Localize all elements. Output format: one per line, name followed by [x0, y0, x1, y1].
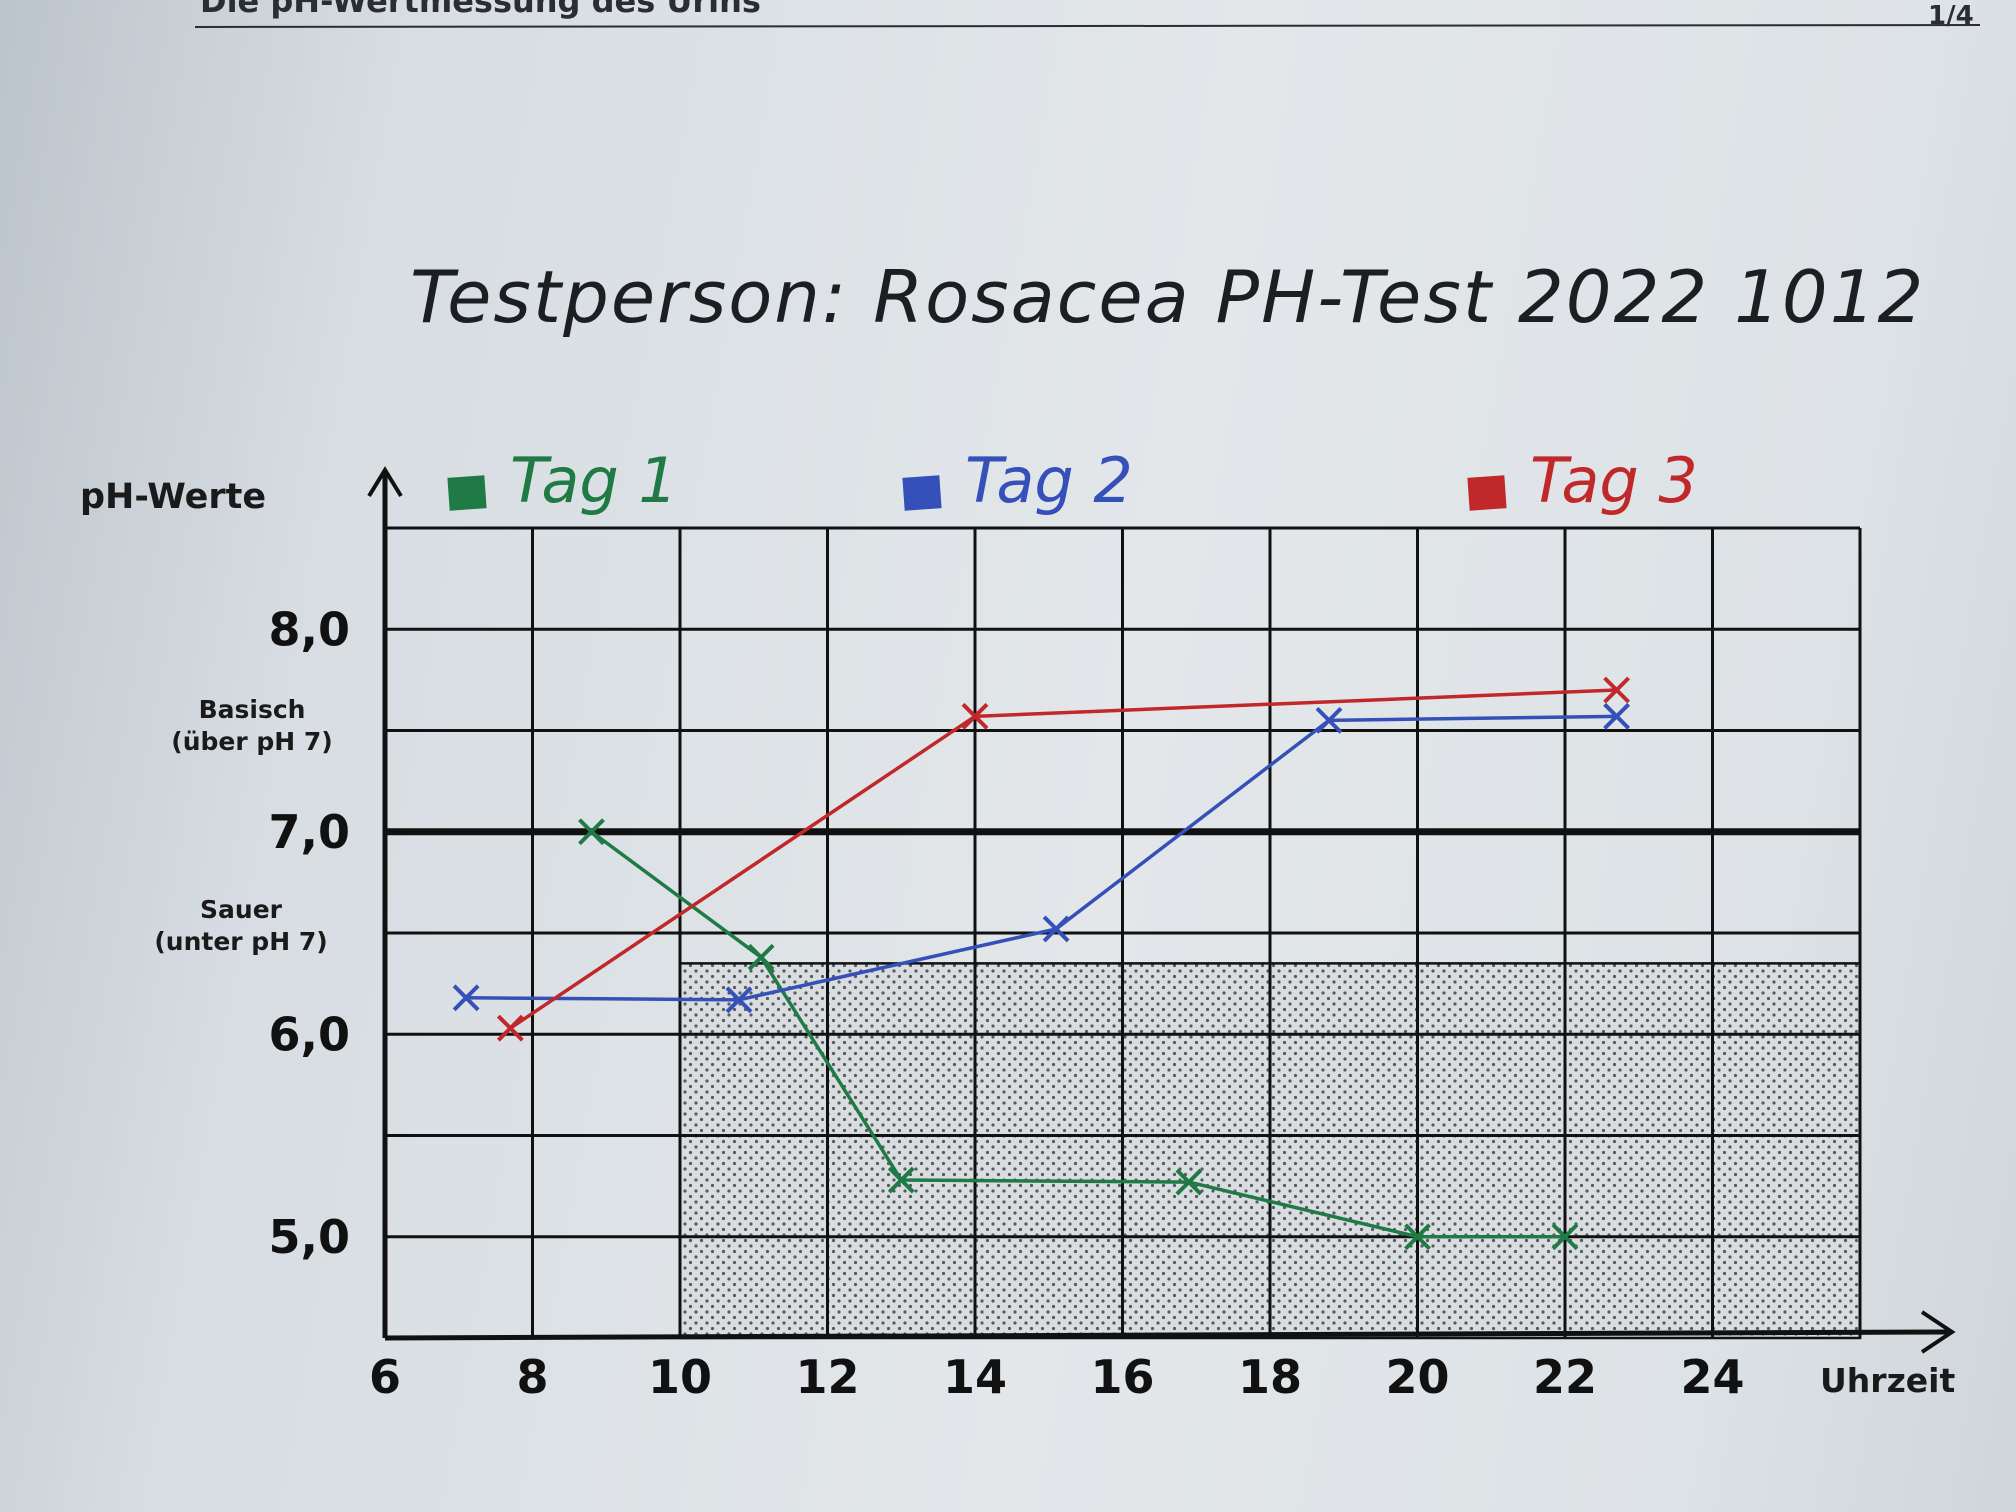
- point-mark-b: [725, 986, 753, 1014]
- data-point: [1315, 706, 1343, 734]
- data-point: [1175, 1168, 1203, 1196]
- y-tick-label: 5,0: [269, 1210, 351, 1264]
- series-line: [496, 676, 1631, 1042]
- x-tick-label: 24: [1680, 1350, 1744, 1404]
- x-axis-line: [384, 1329, 1949, 1341]
- y-axis-label: pH-Werte: [80, 477, 266, 517]
- legend-label: Tag 2: [965, 444, 1133, 517]
- series-path: [590, 830, 1565, 1239]
- grid: [385, 526, 1862, 1338]
- annotation-basisch-1: Basisch: [199, 695, 306, 724]
- data-point: [1603, 702, 1631, 730]
- legend-item: Tag 1: [447, 444, 678, 517]
- point-mark-b: [1315, 706, 1343, 734]
- x-tick-label: 14: [943, 1350, 1007, 1404]
- data-point: [961, 702, 989, 730]
- legend-item: Tag 3: [1467, 444, 1698, 517]
- data-point: [1603, 676, 1631, 704]
- point-mark-b: [887, 1166, 915, 1194]
- data-point: [452, 984, 480, 1012]
- legend-label: Tag 1: [510, 444, 678, 517]
- x-tick-label: 16: [1090, 1350, 1154, 1404]
- tick-labels: 6 8 10 12 14 16 18 20 22 24 8,0 7,0 6,0 5,0: [269, 602, 1745, 1404]
- annotation-sauer-1: Sauer: [200, 895, 283, 924]
- data-point: [725, 986, 753, 1014]
- x-tick-label: 22: [1533, 1350, 1597, 1404]
- data-point: [1042, 915, 1070, 943]
- x-axis-label: Uhrzeit: [1820, 1361, 1955, 1400]
- point-mark-b: [1404, 1223, 1431, 1251]
- y-tick-label: 6,0: [269, 1007, 351, 1061]
- data-series: [452, 676, 1631, 1251]
- legend-item: Tag 2: [902, 444, 1133, 517]
- data-point: [1551, 1223, 1579, 1251]
- point-mark-b: [496, 1014, 524, 1042]
- data-point: [747, 943, 775, 971]
- series-line: [452, 702, 1631, 1014]
- x-tick-label: 10: [648, 1350, 712, 1404]
- x-tick-label: 18: [1238, 1350, 1302, 1404]
- legend: Tag 1 Tag 2 Tag 3: [447, 444, 1698, 517]
- point-mark-b: [1603, 676, 1631, 704]
- point-mark-b: [1551, 1223, 1579, 1251]
- point-mark-b: [1042, 915, 1070, 943]
- legend-swatch: [1467, 475, 1507, 511]
- annotation-basisch-2: (über pH 7): [171, 727, 332, 756]
- legend-swatch: [902, 475, 942, 511]
- page-number: 1/4: [1928, 1, 1974, 31]
- point-mark-b: [747, 943, 775, 971]
- point-mark-b: [452, 984, 480, 1012]
- header-rule: [194, 24, 1981, 28]
- x-tick-label: 6: [369, 1350, 401, 1404]
- annotations: Basisch (über pH 7) Sauer (unter pH 7): [154, 695, 332, 956]
- series-line: [578, 818, 1579, 1251]
- handwritten-title: Testperson: Rosacea PH-Test 2022 1012: [410, 255, 1925, 339]
- annotation-sauer-2: (unter pH 7): [154, 927, 327, 956]
- x-tick-label: 12: [795, 1350, 859, 1404]
- x-tick-label: 8: [516, 1350, 548, 1404]
- point-mark-b: [1175, 1168, 1203, 1196]
- x-tick-label: 20: [1385, 1350, 1449, 1404]
- data-point: [496, 1014, 524, 1042]
- y-axis-arrow: [367, 466, 403, 498]
- header-title: Die pH-Wertmessung des Urins: [200, 0, 761, 20]
- point-mark-b: [578, 818, 605, 846]
- y-tick-label: 8,0: [269, 602, 351, 656]
- legend-swatch: [447, 475, 487, 511]
- x-axis-arrow: [1920, 1310, 1956, 1354]
- data-point: [887, 1166, 915, 1194]
- data-point: [1404, 1223, 1431, 1251]
- point-mark-b: [961, 702, 989, 730]
- data-point: [578, 818, 605, 846]
- axes: [367, 466, 1956, 1354]
- series-path: [466, 714, 1617, 1002]
- legend-label: Tag 3: [1530, 444, 1698, 517]
- y-tick-label: 7,0: [269, 805, 351, 859]
- point-mark-b: [1603, 702, 1631, 730]
